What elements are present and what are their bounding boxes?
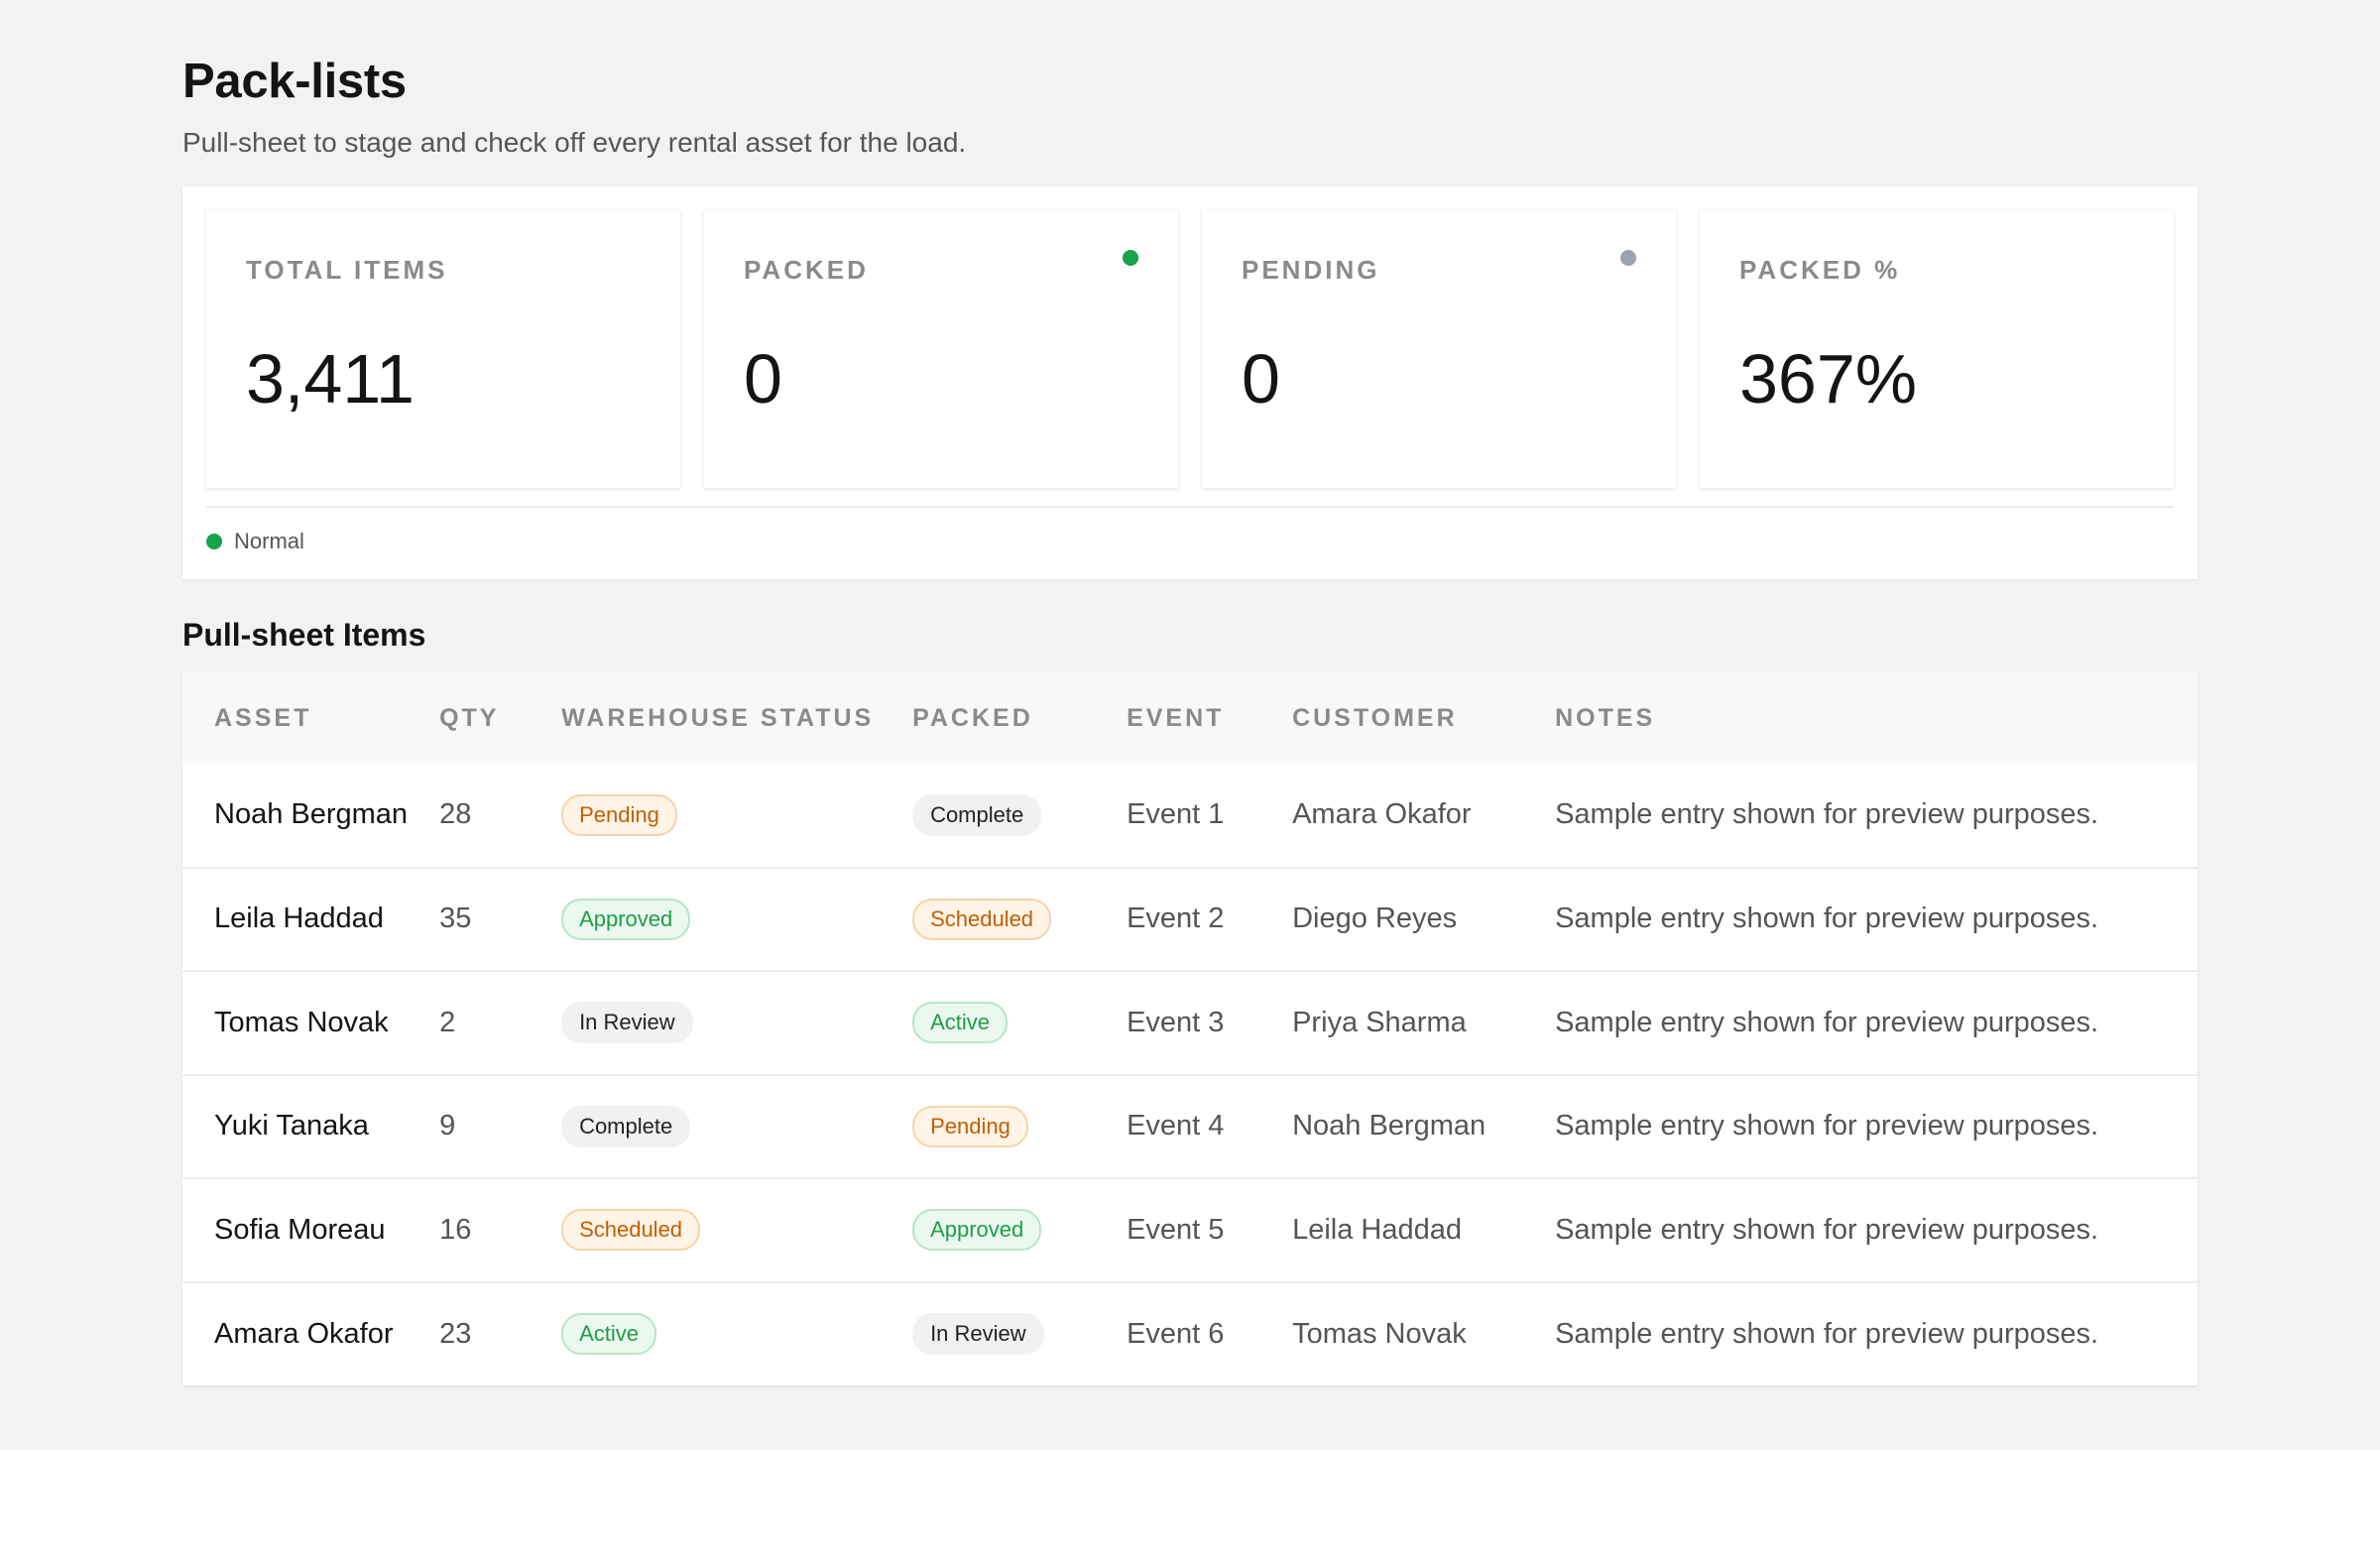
- cell-warehouse-status: Active: [530, 1282, 881, 1386]
- section-title: Pull-sheet Items: [182, 617, 426, 653]
- cell-asset: Tomas Novak: [214, 1006, 389, 1038]
- pull-sheet-table: ASSET QTY WAREHOUSE STATUS PACKED EVENT …: [182, 672, 2198, 1385]
- legend-dot-icon: [206, 534, 222, 549]
- table-row[interactable]: Noah Bergman 28 Pending Complete Event 1 Amar…: [182, 764, 2198, 868]
- stat-card-total-items: TOTAL ITEMS 3,411: [206, 210, 680, 488]
- cell-packed: Approved: [881, 1178, 1095, 1282]
- status-dot-icon: [1123, 250, 1138, 266]
- table-body: Noah Bergman 28 Pending Complete Event 1 Amar…: [182, 764, 2198, 1385]
- page-subtitle: Pull-sheet to stage and check off every …: [182, 127, 967, 158]
- column-header-notes[interactable]: NOTES: [1555, 703, 1656, 732]
- status-badge: Complete: [912, 793, 1042, 836]
- column-header-warehouse-status[interactable]: WAREHOUSE STATUS: [561, 703, 875, 732]
- table-row[interactable]: Yuki Tanaka 9 Complete Pending Event 4 Noah B…: [182, 1074, 2198, 1179]
- status-badge: Active: [912, 1002, 1008, 1044]
- legend-label: Normal: [234, 529, 304, 553]
- stat-value: 0: [1242, 340, 1280, 418]
- pull-sheet-table-card: ASSET QTY WAREHOUSE STATUS PACKED EVENT …: [182, 672, 2198, 1385]
- cell-qty: 28: [439, 798, 472, 831]
- cell-customer: Diego Reyes: [1292, 902, 1458, 935]
- status-badge: Complete: [561, 1105, 691, 1147]
- cell-event: Event 6: [1127, 1317, 1225, 1350]
- cell-packed: Complete: [881, 764, 1095, 868]
- cell-notes: Sample entry shown for preview purposes.: [1555, 1213, 2099, 1246]
- cell-qty: 16: [439, 1213, 472, 1246]
- cell-packed: Scheduled: [881, 868, 1095, 972]
- cell-packed: Pending: [881, 1075, 1095, 1179]
- stat-value: 0: [744, 340, 782, 418]
- cell-event: Event 3: [1127, 1006, 1225, 1038]
- table-row[interactable]: Leila Haddad 35 Approved Scheduled Event 2 Di…: [182, 867, 2198, 972]
- page: Pack-lists Pull-sheet to stage and check…: [0, 0, 2380, 1450]
- cell-warehouse-status: Approved: [530, 868, 881, 972]
- cell-warehouse-status: In Review: [530, 971, 881, 1075]
- cell-asset: Sofia Moreau: [214, 1213, 386, 1246]
- column-header-customer[interactable]: CUSTOMER: [1292, 703, 1458, 732]
- page-title: Pack-lists: [182, 55, 407, 108]
- status-badge: Pending: [912, 1105, 1028, 1147]
- stat-value: 3,411: [246, 340, 415, 418]
- cell-event: Event 1: [1127, 798, 1225, 831]
- stat-card-packed-percent: PACKED % 367%: [1700, 210, 2174, 488]
- table-row[interactable]: Amara Okafor 23 Active In Review Event 6 Toma…: [182, 1281, 2198, 1386]
- cell-notes: Sample entry shown for preview purposes.: [1555, 798, 2099, 831]
- table-row[interactable]: Sofia Moreau 16 Scheduled Approved Event 5 Le…: [182, 1178, 2198, 1282]
- status-badge: Active: [561, 1313, 656, 1356]
- column-header-packed[interactable]: PACKED: [912, 703, 1033, 732]
- stat-cards: TOTAL ITEMS 3,411 PACKED 0 PENDING 0 PAC…: [206, 210, 2174, 488]
- cell-packed: In Review: [881, 1282, 1095, 1386]
- status-badge: Approved: [561, 898, 691, 940]
- stat-label: TOTAL ITEMS: [246, 255, 448, 285]
- cell-warehouse-status: Complete: [530, 1075, 881, 1179]
- stat-card-packed: PACKED 0: [704, 210, 1178, 488]
- legend: Normal: [206, 528, 2174, 555]
- stats-panel: TOTAL ITEMS 3,411 PACKED 0 PENDING 0 PAC…: [182, 186, 2198, 579]
- table-header-row: ASSET QTY WAREHOUSE STATUS PACKED EVENT …: [182, 672, 2198, 764]
- column-header-event[interactable]: EVENT: [1127, 703, 1225, 732]
- page-footer-space: [0, 1450, 2380, 1563]
- cell-qty: 9: [439, 1110, 456, 1142]
- cell-warehouse-status: Pending: [530, 764, 881, 868]
- cell-customer: Tomas Novak: [1292, 1317, 1467, 1350]
- stat-label: PACKED %: [1739, 255, 1901, 285]
- cell-asset: Amara Okafor: [214, 1317, 394, 1350]
- cell-packed: Active: [881, 971, 1095, 1075]
- stat-label: PACKED: [744, 255, 869, 285]
- cell-asset: Yuki Tanaka: [214, 1110, 369, 1142]
- cell-event: Event 4: [1127, 1110, 1225, 1142]
- cell-notes: Sample entry shown for preview purposes.: [1555, 1317, 2099, 1350]
- cell-customer: Priya Sharma: [1292, 1006, 1467, 1038]
- cell-customer: Leila Haddad: [1292, 1213, 1462, 1246]
- status-badge: In Review: [912, 1313, 1044, 1356]
- cell-notes: Sample entry shown for preview purposes.: [1555, 1006, 2099, 1038]
- panel-divider: [206, 506, 2174, 508]
- status-badge: Scheduled: [561, 1209, 701, 1252]
- cell-qty: 23: [439, 1317, 472, 1350]
- cell-qty: 35: [439, 902, 472, 935]
- stat-value: 367%: [1739, 340, 1918, 418]
- cell-notes: Sample entry shown for preview purposes.: [1555, 902, 2099, 935]
- status-badge: In Review: [561, 1002, 693, 1044]
- cell-notes: Sample entry shown for preview purposes.: [1555, 1110, 2099, 1142]
- status-badge: Scheduled: [912, 898, 1052, 940]
- status-badge: Pending: [561, 793, 677, 836]
- cell-asset: Noah Bergman: [214, 798, 409, 831]
- column-header-qty[interactable]: QTY: [439, 703, 500, 732]
- cell-customer: Amara Okafor: [1292, 798, 1472, 831]
- stat-card-pending: PENDING 0: [1202, 210, 1676, 488]
- cell-customer: Noah Bergman: [1292, 1110, 1487, 1142]
- cell-warehouse-status: Scheduled: [530, 1178, 881, 1282]
- status-badge: Approved: [912, 1209, 1042, 1252]
- cell-qty: 2: [439, 1006, 456, 1038]
- cell-event: Event 5: [1127, 1213, 1225, 1246]
- cell-event: Event 2: [1127, 902, 1225, 935]
- stat-label: PENDING: [1242, 255, 1380, 285]
- table-row[interactable]: Tomas Novak 2 In Review Active Event 3 Priya …: [182, 971, 2198, 1075]
- status-dot-icon: [1620, 250, 1636, 266]
- column-header-asset[interactable]: ASSET: [214, 703, 312, 732]
- cell-asset: Leila Haddad: [214, 902, 384, 935]
